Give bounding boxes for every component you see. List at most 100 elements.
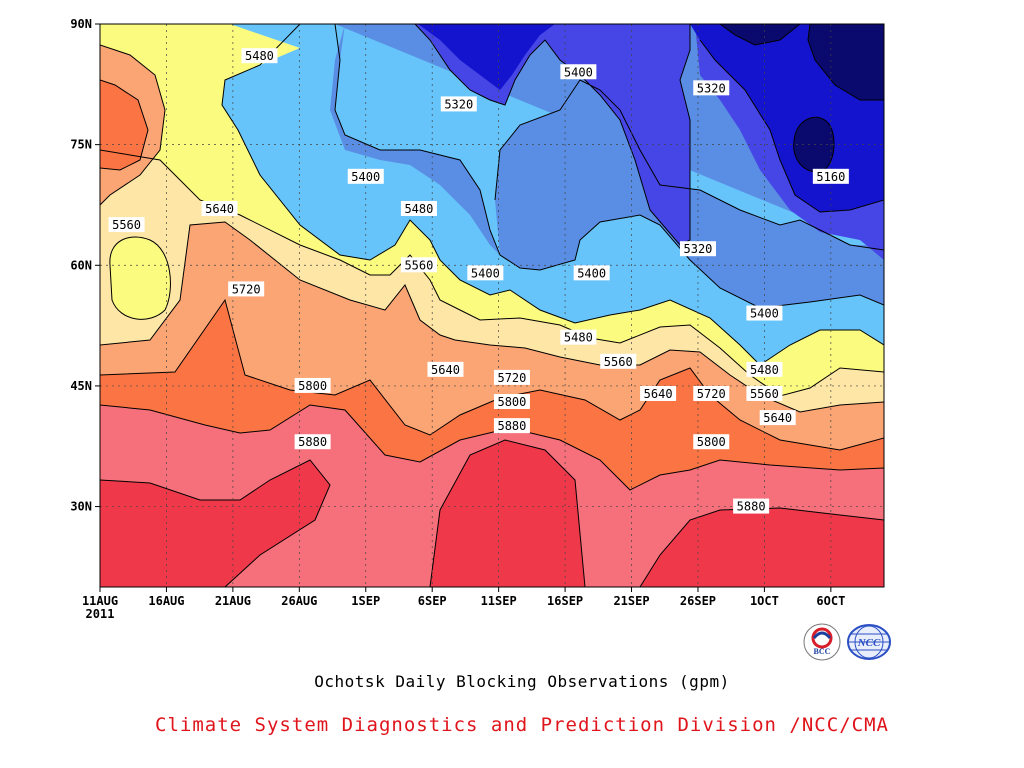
contour-label-text: 5880 — [298, 435, 327, 449]
x-axis: 11AUG 16AUG 21AUG 26AUG 1SEP 6SEP 11SEP 16SEP 21… — [82, 587, 845, 621]
contour-label-bg — [573, 265, 610, 281]
y-tick-label: 45N — [70, 379, 92, 393]
contour-label: 5880 — [294, 434, 331, 450]
contour-label-bg — [241, 48, 278, 64]
contour-label-text: 5560 — [112, 218, 141, 232]
contour-label-text: 5800 — [298, 379, 327, 393]
contour-label-bg — [467, 265, 504, 281]
contour-label: 5800 — [693, 434, 730, 450]
contour-label-bg — [400, 257, 437, 273]
contour-label: 5480 — [400, 200, 437, 216]
contour-label-text: 5640 — [644, 387, 673, 401]
y-tick-label: 90N — [70, 17, 92, 31]
contour-label-text: 5720 — [697, 387, 726, 401]
contour-label: 5560 — [108, 217, 145, 233]
bcc-logo: BCC — [802, 622, 842, 662]
x-tick-label: 16AUG — [148, 594, 184, 608]
contour-label-text: 5720 — [232, 282, 261, 296]
contour-label: 5400 — [347, 168, 384, 184]
contour-label: 5560 — [400, 257, 437, 273]
contour-label: 5480 — [560, 329, 597, 345]
contour-label: 5640 — [640, 385, 677, 401]
contour-label-text: 5160 — [816, 170, 845, 184]
contour-label: 5480 — [746, 361, 783, 377]
contour-label-text: 5640 — [763, 411, 792, 425]
contour-label-text: 5320 — [684, 242, 713, 256]
contour-label-bg — [108, 217, 145, 233]
band-topleft-red — [100, 80, 148, 170]
contour-label: 5880 — [733, 498, 770, 514]
contour-label-bg — [600, 353, 637, 369]
contour-label-text: 5480 — [245, 49, 274, 63]
x-tick-label: 6SEP — [418, 594, 447, 608]
contour-label-bg — [812, 168, 849, 184]
band-5160 — [418, 24, 884, 212]
x-tick-label: 6OCT — [816, 594, 845, 608]
contour-label-text: 5640 — [431, 363, 460, 377]
contour-label-bg — [679, 241, 716, 257]
contour-label-bg — [733, 498, 770, 514]
contour-label-bg — [400, 200, 437, 216]
contour-lines — [100, 24, 884, 587]
contour-label-text: 5400 — [471, 266, 500, 280]
contour-label: 5880 — [493, 418, 530, 434]
contour-label-text: 5400 — [750, 307, 779, 321]
contour-label: 5320 — [693, 80, 730, 96]
x-tick-label: 1OCT — [750, 594, 779, 608]
contour-label: 5320 — [440, 96, 477, 112]
contour-label-bg — [493, 418, 530, 434]
contour-label: 5640 — [427, 361, 464, 377]
contour-label-text: 5560 — [604, 355, 633, 369]
contour-label-text: 5640 — [205, 202, 234, 216]
x-tick-label: 11SEP — [481, 594, 517, 608]
x-tick-label: 26SEP — [680, 594, 716, 608]
contour-label: 5400 — [746, 305, 783, 321]
contour-label-bg — [693, 80, 730, 96]
contour-label: 5640 — [759, 410, 796, 426]
contour-label: 5400 — [467, 265, 504, 281]
contour-label-text: 5320 — [444, 97, 473, 111]
contour-label-bg — [201, 200, 238, 216]
contour-label: 5560 — [746, 385, 783, 401]
contour-label: 5320 — [679, 241, 716, 257]
contour-label: 5720 — [493, 369, 530, 385]
x-tick-label: 16SEP — [547, 594, 583, 608]
contour-label-text: 5720 — [497, 371, 526, 385]
contour-label-text: 5800 — [697, 435, 726, 449]
y-tick-label: 75N — [70, 138, 92, 152]
contour-label-text: 5320 — [697, 81, 726, 95]
plot-frame — [99, 23, 885, 588]
x-year-label: 2011 — [86, 607, 115, 621]
contour-label-bg — [294, 434, 331, 450]
x-tick-label: 26AUG — [281, 594, 317, 608]
contour-label-text: 5400 — [577, 266, 606, 280]
contour-label-text: 5880 — [737, 500, 766, 514]
contour-label: 5400 — [573, 265, 610, 281]
grid-lines — [100, 24, 884, 587]
y-tick-label: 30N — [70, 500, 92, 514]
contour-label-text: 5400 — [351, 170, 380, 184]
contour-label-bg — [746, 361, 783, 377]
contour-label-text: 5800 — [497, 395, 526, 409]
contour-label-text: 5880 — [497, 419, 526, 433]
contour-label-bg — [560, 329, 597, 345]
contour-label-text: 5480 — [404, 202, 433, 216]
contour-label: 5640 — [201, 200, 238, 216]
contour-label-bg — [759, 410, 796, 426]
contour-labels: 5480 5320 5400 5320 5400 5160 5560 5640 5480 5320… — [108, 48, 849, 514]
band-below-5160 — [720, 24, 884, 173]
credit-line: Climate System Diagnostics and Predictio… — [155, 714, 889, 736]
contour-label-bg — [347, 168, 384, 184]
contour-label: 5720 — [693, 385, 730, 401]
x-tick-label: 21SEP — [613, 594, 649, 608]
contour-label-bg — [746, 385, 783, 401]
contour-label-text: 5560 — [404, 258, 433, 272]
x-tick-label: 21AUG — [215, 594, 251, 608]
ncc-logo: NCC — [846, 622, 892, 662]
contour-label-bg — [228, 281, 265, 297]
y-tick-label: 60N — [70, 258, 92, 272]
chart-title: Ochotsk Daily Blocking Observations (gpm… — [314, 672, 730, 691]
bcc-logo-text: BCC — [814, 647, 831, 656]
y-axis: 90N 75N 60N 45N 30N — [70, 17, 100, 514]
band-5560-island — [109, 237, 171, 320]
